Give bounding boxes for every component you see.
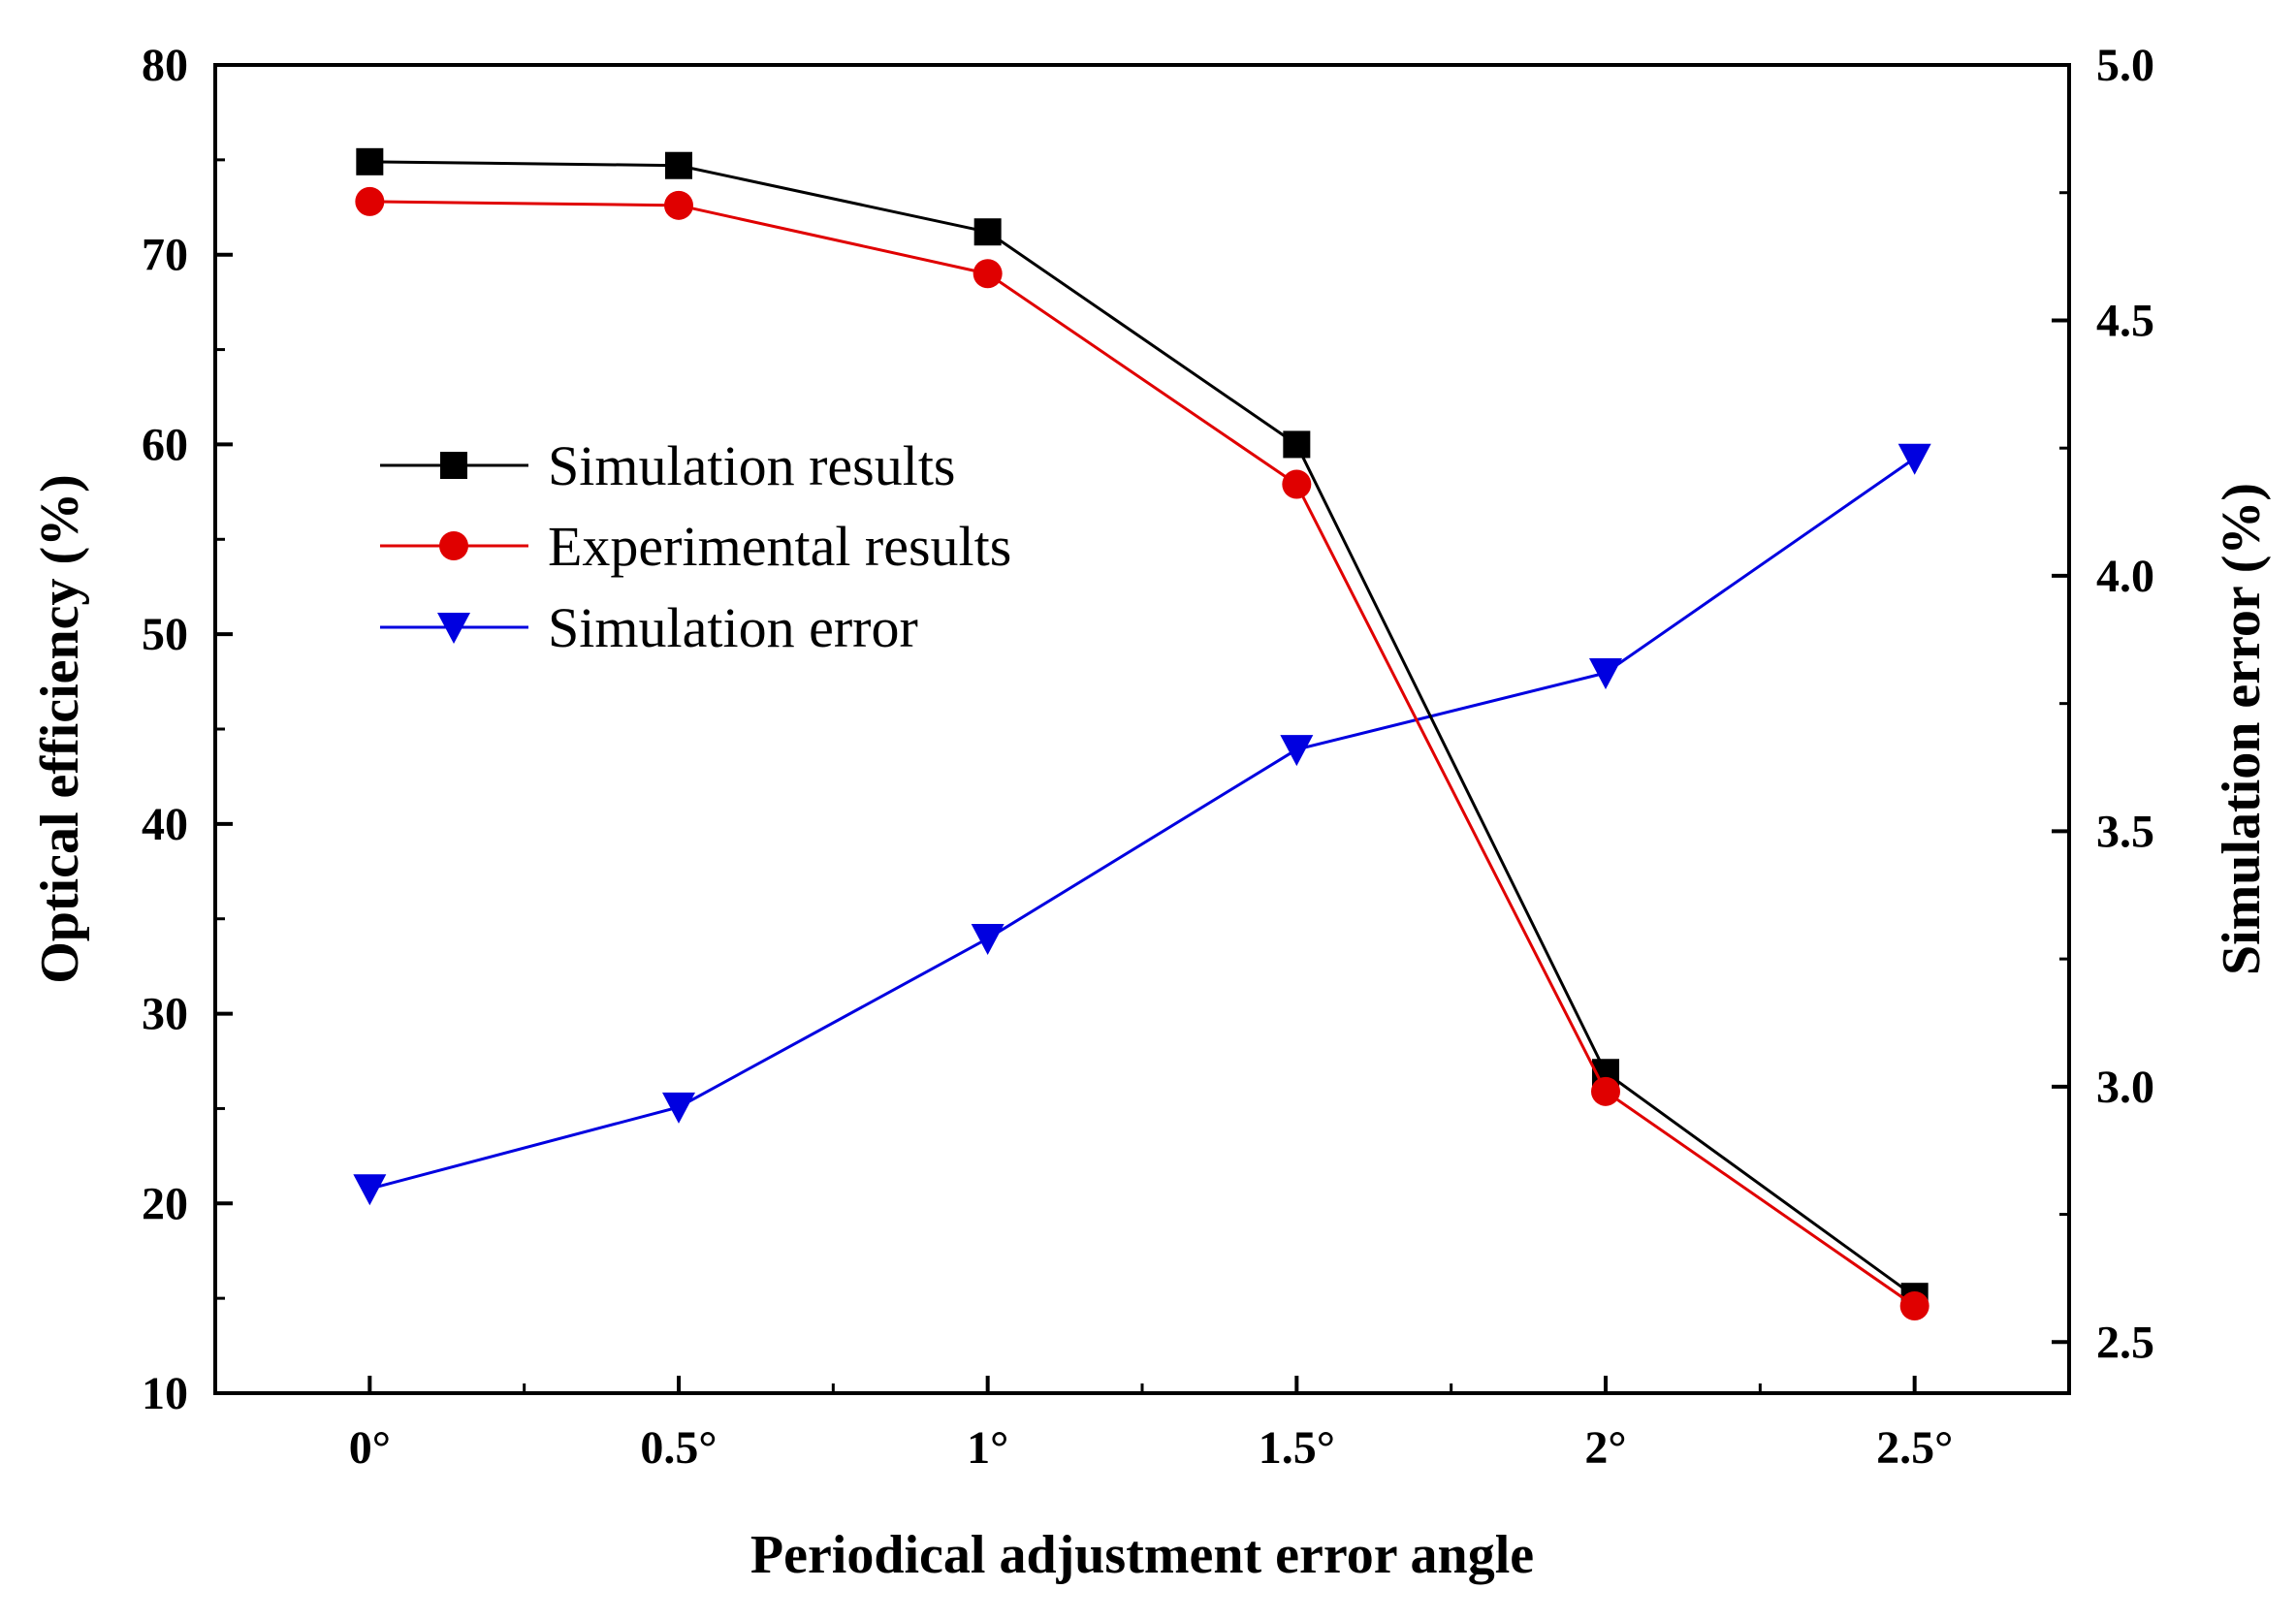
y-tick-label: 50 bbox=[142, 609, 188, 660]
x-tick-label: 1° bbox=[967, 1422, 1008, 1474]
series-experimental-results bbox=[355, 186, 1929, 1320]
series-line bbox=[369, 200, 1916, 1308]
y2-tick-label: 4.0 bbox=[2096, 551, 2154, 602]
legend-label: Experimental results bbox=[548, 515, 1011, 578]
data-point bbox=[665, 151, 692, 179]
x-tick-label: 2.5° bbox=[1876, 1422, 1953, 1474]
y2-tick-label: 3.5 bbox=[2096, 806, 2154, 857]
y-tick-label: 10 bbox=[142, 1368, 188, 1419]
series-simulation-results bbox=[356, 147, 1929, 1311]
series-line bbox=[369, 160, 1916, 1298]
y-tick-label: 80 bbox=[142, 40, 188, 91]
data-point bbox=[1897, 443, 1931, 475]
data-point bbox=[1589, 658, 1622, 690]
plot-frame bbox=[213, 63, 2071, 1395]
data-point bbox=[1282, 469, 1312, 499]
y-tick-label: 40 bbox=[142, 799, 188, 850]
data-point bbox=[973, 218, 1002, 246]
y-tick-label: 30 bbox=[142, 989, 188, 1040]
legend-marker bbox=[439, 531, 468, 560]
data-point bbox=[973, 259, 1003, 289]
data-point bbox=[1899, 1290, 1929, 1320]
data-point bbox=[662, 1092, 695, 1124]
y2-tick-label: 4.5 bbox=[2096, 295, 2154, 346]
data-point bbox=[664, 190, 693, 220]
series-layer bbox=[353, 147, 1931, 1320]
data-point bbox=[356, 147, 384, 175]
x-tick-label: 0.5° bbox=[640, 1422, 717, 1474]
data-point bbox=[971, 924, 1004, 956]
data-point bbox=[1280, 735, 1314, 767]
y2-axis-title: Simulation error (%) bbox=[2212, 483, 2272, 975]
legend-label: Simulation error bbox=[548, 596, 918, 659]
series-simulation-error bbox=[353, 443, 1931, 1206]
data-point bbox=[355, 186, 385, 216]
axis-ticks: 10 20 30 40 50 60 70 80 2.5 3.0 3.5 4.0 4.5 5.0 0° 0.5°… bbox=[142, 40, 2154, 1474]
x-tick-label: 2° bbox=[1584, 1422, 1626, 1474]
x-tick-label: 1.5° bbox=[1259, 1422, 1335, 1474]
y2-tick-label: 3.0 bbox=[2096, 1062, 2154, 1113]
y-tick-label: 20 bbox=[142, 1178, 188, 1229]
y2-tick-label: 2.5 bbox=[2096, 1317, 2154, 1368]
data-point bbox=[353, 1174, 387, 1206]
y-tick-label: 70 bbox=[142, 230, 188, 281]
legend: Simulation results Experimental results Si… bbox=[380, 434, 1011, 659]
data-point bbox=[1591, 1076, 1620, 1106]
legend-marker bbox=[440, 452, 467, 479]
x-tick-label: 0° bbox=[349, 1422, 391, 1474]
y-axis-title: Optical efficiency (%) bbox=[30, 474, 90, 984]
series-line bbox=[368, 457, 1916, 1191]
legend-label: Simulation results bbox=[548, 434, 956, 497]
y2-tick-label: 5.0 bbox=[2096, 40, 2154, 91]
x-axis-title: Periodical adjustment error angle bbox=[750, 1525, 1534, 1585]
legend-marker bbox=[437, 613, 470, 644]
data-point bbox=[1283, 430, 1311, 459]
y-tick-label: 60 bbox=[142, 419, 188, 470]
